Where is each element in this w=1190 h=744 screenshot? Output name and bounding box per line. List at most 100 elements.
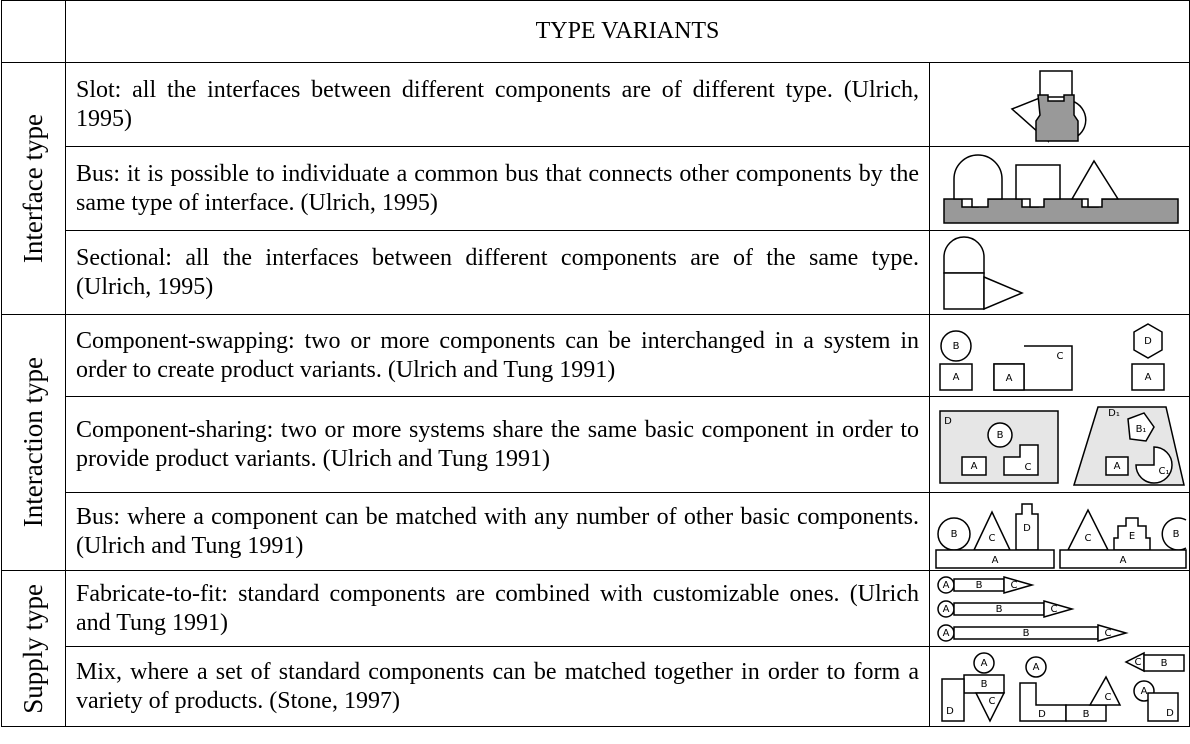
icon-shape: [1113, 516, 1151, 551]
icon-label: A: [971, 461, 978, 472]
icon-shape: [940, 329, 972, 362]
icon-shape: [1070, 159, 1120, 208]
row: Bus: it is possible to individuate a com…: [2, 146, 1190, 231]
sectional-figure: [943, 235, 1024, 310]
icon-label: C: [989, 696, 996, 707]
interaction-bus-figure: B C D A C E B A: [935, 502, 1187, 569]
icon-label: C: [1057, 351, 1064, 362]
icon-label: A: [953, 372, 960, 383]
icon-label: C: [1025, 462, 1032, 473]
icon-shape: [1135, 445, 1173, 484]
bus-figure: [943, 153, 1179, 224]
row: Bus: where a component can be matched wi…: [2, 492, 1190, 571]
icon-shape: [1066, 507, 1110, 551]
figure-cell: D B A C D₁ B₁ A C₁: [929, 396, 1190, 493]
icon-label: B: [996, 604, 1003, 615]
icon-label: A: [981, 658, 988, 669]
icon-label: C: [1011, 580, 1018, 591]
icon-shape: [993, 362, 1025, 391]
icon-label: D₁: [1108, 408, 1120, 419]
figure-cell: [929, 230, 1190, 315]
group-label: Interface type: [18, 113, 48, 264]
icon-label: A: [1033, 662, 1040, 673]
icon-label: B: [1173, 529, 1180, 540]
icon-label: C: [1085, 533, 1092, 544]
group-cell: Supply type: [1, 570, 66, 727]
row-text: Bus: it is possible to individuate a com…: [65, 146, 930, 231]
fabricate-to-fit-figure: A B C A B C A B C: [937, 575, 1129, 642]
icon-shape: [1015, 502, 1039, 551]
icon-label: D: [946, 706, 954, 717]
icon-shape: [1097, 623, 1129, 642]
icon-shape: [941, 677, 965, 722]
icon-label: A: [943, 580, 950, 591]
icon-shape: [1127, 411, 1155, 442]
icon-shape: [1105, 455, 1129, 476]
icon-shape: [1035, 93, 1079, 142]
icon-shape: [1131, 362, 1165, 391]
icon-label: A: [1141, 686, 1148, 697]
icon-label: B: [1023, 628, 1030, 639]
icon-label: B: [953, 341, 960, 352]
icon-shape: [1143, 653, 1185, 672]
group-cell: Interaction type: [1, 314, 66, 571]
row-text: Component-swapping: two or more componen…: [65, 314, 930, 397]
icon-label: D: [944, 416, 952, 427]
icon-label: B: [997, 430, 1004, 441]
row: Component-sharing: two or more systems s…: [2, 396, 1190, 493]
icon-shape: [939, 362, 973, 391]
icon-label: A: [943, 604, 950, 615]
icon-label: B: [951, 529, 958, 540]
icon-label: C: [989, 533, 996, 544]
header-title: TYPE VARIANTS: [65, 0, 1190, 63]
icon-shape: [1043, 599, 1075, 618]
icon-shape: [973, 651, 995, 674]
figure-cell: B A A C D A: [929, 314, 1190, 397]
icon-label: C: [1105, 628, 1112, 639]
icon-shape: [1133, 322, 1163, 359]
icon-label: A: [992, 555, 999, 566]
icon-shape: [1059, 548, 1187, 569]
header-row: TYPE VARIANTS: [1, 0, 1190, 63]
group-cell: Interface type: [1, 62, 66, 315]
icon-label: B₁: [1136, 424, 1147, 435]
row: Interaction type Component-swapping: two…: [1, 314, 1190, 571]
icon-label: E: [1129, 531, 1135, 542]
icon-label: C: [1135, 657, 1142, 668]
row: Supply type Fabricate-to-fit: standard c…: [1, 570, 1190, 727]
row: Mix, where a set of standard components …: [2, 646, 1190, 727]
icon-shape: [1003, 575, 1035, 594]
icon-label: B: [1161, 658, 1168, 669]
icon-shape: [961, 455, 987, 476]
icon-shape: [1147, 691, 1179, 722]
icon-label: A: [1145, 372, 1152, 383]
icon-shape: [1088, 674, 1122, 706]
icon-shape: [972, 509, 1012, 551]
icon-label: D: [1166, 708, 1174, 719]
icon-label: D: [1038, 709, 1046, 720]
row-text: Slot: all the interfaces between differe…: [65, 62, 930, 147]
icon-shape: [987, 421, 1013, 448]
row-text: Sectional: all the interfaces between di…: [65, 230, 930, 315]
figure-cell: [929, 62, 1190, 147]
icon-label: D: [1023, 523, 1031, 534]
icon-shape: [1025, 655, 1047, 678]
icon-shape: [974, 691, 1006, 723]
icon-shape: [943, 271, 985, 310]
icon-label: A: [1114, 461, 1121, 472]
row-text: Component-sharing: two or more systems s…: [65, 396, 930, 493]
component-sharing-figure: D B A C D₁ B₁ A C₁: [939, 405, 1185, 486]
icon-shape: [1003, 443, 1039, 476]
icon-shape: [935, 548, 1055, 569]
corner-cell: [1, 0, 66, 63]
row-text: Fabricate-to-fit: standard components ar…: [65, 570, 930, 647]
row-text: Bus: where a component can be matched wi…: [65, 492, 930, 571]
group-label: Supply type: [18, 583, 48, 714]
icon-shape: [983, 275, 1024, 310]
icon-label: A: [1006, 373, 1013, 384]
group-label: Interaction type: [18, 357, 48, 528]
icon-label: B: [981, 679, 988, 690]
icon-shape: [1065, 703, 1107, 722]
figure-cell: B C D A C E B A: [929, 492, 1190, 571]
